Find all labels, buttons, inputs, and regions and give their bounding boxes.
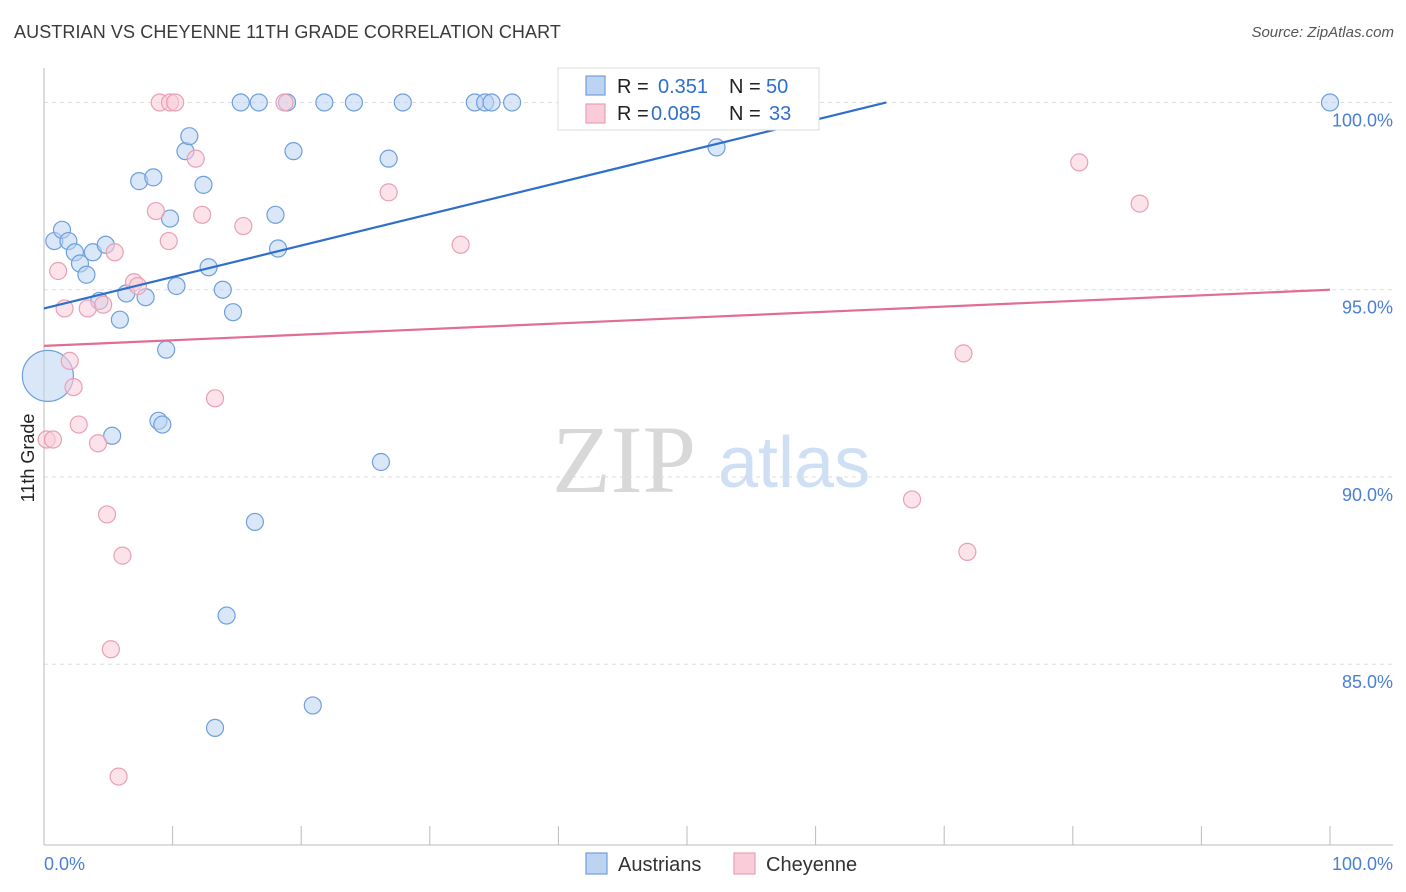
stats-legend-swatch-austrians — [585, 75, 606, 96]
point-austrians — [371, 452, 391, 472]
stats-n-value-austrians: 50 — [766, 76, 788, 98]
point-cheyenne — [234, 216, 253, 236]
points-layer — [21, 93, 1340, 786]
bottom-legend: Austrians Cheyenne — [585, 852, 857, 876]
point-cheyenne — [146, 201, 165, 221]
y-axis-title: 11th Grade — [18, 414, 38, 503]
chart-title: AUSTRIAN VS CHEYENNE 11TH GRADE CORRELAT… — [14, 22, 561, 42]
point-austrians — [157, 340, 176, 359]
y-tick-label: 85.0% — [1342, 672, 1393, 692]
point-cheyenne — [64, 377, 83, 397]
stats-r-value-austrians: 0.351 — [658, 76, 708, 98]
point-cheyenne — [275, 93, 294, 112]
trend-layer — [43, 101, 1331, 348]
axes-layer — [43, 68, 1393, 846]
stats-r-label-austrians: R = — [617, 76, 649, 98]
point-austrians — [245, 512, 265, 532]
point-austrians — [21, 349, 74, 402]
point-cheyenne — [78, 299, 97, 318]
point-cheyenne — [205, 389, 225, 408]
point-cheyenne — [193, 205, 212, 224]
legend-swatch-austrians — [585, 852, 608, 875]
point-cheyenne — [166, 93, 185, 112]
point-cheyenne — [186, 149, 205, 168]
point-austrians — [344, 93, 364, 112]
point-austrians — [180, 127, 199, 146]
point-cheyenne — [101, 640, 120, 659]
point-austrians — [160, 209, 180, 228]
stats-n-label-austrians: N = — [729, 76, 761, 98]
point-cheyenne — [94, 295, 113, 314]
point-cheyenne — [159, 231, 178, 251]
point-cheyenne — [49, 261, 68, 281]
stats-legend-swatch-cheyenne — [585, 103, 606, 124]
point-cheyenne — [1130, 194, 1149, 213]
point-austrians — [110, 310, 129, 329]
point-austrians — [205, 718, 225, 738]
point-austrians — [249, 93, 268, 112]
y-tick-label: 100.0% — [1332, 110, 1393, 130]
point-cheyenne — [379, 183, 398, 202]
point-austrians — [284, 142, 303, 161]
point-austrians — [393, 93, 412, 112]
point-cheyenne — [451, 235, 470, 254]
point-cheyenne — [958, 542, 977, 561]
legend-label-austrians: Austrians — [618, 854, 701, 876]
point-austrians — [503, 93, 522, 112]
watermark-atlas: atlas — [718, 423, 870, 503]
stats-n-value-cheyenne: 33 — [769, 103, 791, 125]
point-austrians — [268, 239, 288, 258]
point-austrians — [1320, 93, 1340, 112]
point-cheyenne — [954, 344, 973, 363]
point-cheyenne — [97, 505, 117, 524]
trendline-cheyenne — [43, 288, 1331, 348]
point-cheyenne — [43, 430, 63, 449]
point-cheyenne — [902, 490, 922, 509]
y-tick-label: 95.0% — [1342, 298, 1393, 318]
watermark-zip: ZIP — [552, 406, 696, 513]
point-austrians — [223, 303, 243, 322]
point-austrians — [379, 149, 398, 168]
stats-n-label-cheyenne: N = — [729, 103, 761, 125]
point-austrians — [103, 426, 122, 445]
point-austrians — [194, 175, 213, 194]
point-austrians — [315, 93, 334, 112]
point-austrians — [482, 93, 501, 112]
stats-legend: R = 0.351 N = 50 R = 0.085 N = 33 — [557, 67, 820, 131]
source-label: Source: ZipAtlas.com — [1251, 24, 1394, 41]
legend-label-cheyenne: Cheyenne — [766, 854, 857, 876]
point-cheyenne — [1070, 153, 1089, 172]
point-austrians — [153, 415, 172, 434]
point-austrians — [266, 205, 285, 224]
point-cheyenne — [105, 243, 124, 262]
point-austrians — [303, 696, 322, 715]
point-cheyenne — [69, 415, 88, 434]
trendline-austrians — [43, 101, 887, 310]
point-cheyenne — [109, 767, 128, 786]
x-tick-label-max: 100.0% — [1332, 854, 1393, 874]
point-cheyenne — [60, 351, 79, 370]
stats-r-label-cheyenne: R = — [617, 103, 649, 125]
point-austrians — [167, 276, 186, 296]
point-austrians — [77, 265, 96, 284]
legend-swatch-cheyenne — [733, 852, 756, 875]
grid-layer: 85.0% 90.0% 95.0% 100.0% — [44, 101, 1393, 692]
stats-r-value-cheyenne: 0.085 — [651, 103, 701, 125]
point-austrians — [144, 168, 163, 187]
y-tick-label: 90.0% — [1342, 485, 1393, 505]
point-austrians — [217, 606, 236, 625]
point-austrians — [231, 93, 250, 112]
point-austrians — [213, 280, 232, 299]
point-cheyenne — [88, 434, 108, 453]
point-cheyenne — [113, 546, 132, 565]
x-tick-label-min: 0.0% — [44, 854, 85, 874]
